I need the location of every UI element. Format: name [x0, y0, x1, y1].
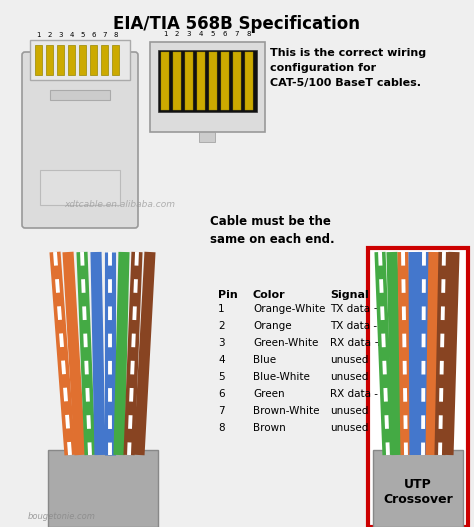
Bar [101, 45, 108, 75]
Text: Blue: Blue [253, 355, 276, 365]
Text: 1: 1 [36, 32, 41, 38]
Bar [197, 52, 205, 110]
Text: Green: Green [253, 389, 284, 399]
Text: 6: 6 [91, 32, 96, 38]
Bar [48, 450, 158, 527]
Text: 4: 4 [199, 31, 203, 37]
Bar [209, 52, 217, 110]
Text: Color: Color [253, 290, 286, 300]
Text: Pin: Pin [218, 290, 238, 300]
Text: RX data +: RX data + [330, 338, 383, 348]
Bar [40, 170, 120, 205]
Bar [35, 45, 42, 75]
Text: 2: 2 [47, 32, 52, 38]
Bar [46, 45, 53, 75]
Text: 7: 7 [218, 406, 225, 416]
Text: unused: unused [330, 372, 368, 382]
Text: This is the correct wiring
configuration for
CAT-5/100 BaseT cables.: This is the correct wiring configuration… [270, 48, 426, 87]
Bar [30, 40, 130, 80]
Bar [68, 45, 75, 75]
Text: 5: 5 [80, 32, 85, 38]
Bar [79, 45, 86, 75]
Text: 2: 2 [218, 321, 225, 331]
Text: 4: 4 [218, 355, 225, 365]
Bar [158, 50, 257, 112]
Text: 7: 7 [235, 31, 239, 37]
Bar [50, 90, 110, 100]
Text: 8: 8 [218, 423, 225, 433]
Text: 2: 2 [175, 31, 179, 37]
FancyBboxPatch shape [22, 52, 138, 228]
Text: 8: 8 [247, 31, 251, 37]
Bar [161, 52, 169, 110]
Text: unused: unused [330, 355, 368, 365]
Text: Brown: Brown [253, 423, 286, 433]
Text: Blue-White: Blue-White [253, 372, 310, 382]
Text: Cable must be the
same on each end.: Cable must be the same on each end. [210, 215, 335, 246]
Text: Orange: Orange [253, 321, 292, 331]
Bar [112, 45, 119, 75]
Text: 6: 6 [218, 389, 225, 399]
Text: UTP
Crossover: UTP Crossover [383, 478, 453, 506]
Bar [245, 52, 253, 110]
Text: unused: unused [330, 423, 368, 433]
Text: 3: 3 [58, 32, 63, 38]
Text: xdtcable.en.alibaba.com: xdtcable.en.alibaba.com [64, 200, 175, 209]
Text: 5: 5 [211, 31, 215, 37]
Bar [373, 450, 463, 527]
Bar [185, 52, 193, 110]
Bar [173, 52, 181, 110]
Bar [221, 52, 229, 110]
Text: 4: 4 [69, 32, 73, 38]
Text: TX data -: TX data - [330, 321, 377, 331]
Bar [57, 45, 64, 75]
Bar [368, 248, 468, 527]
Text: 1: 1 [163, 31, 167, 37]
Text: Green-White: Green-White [253, 338, 319, 348]
Bar [150, 42, 265, 132]
Text: RX data -: RX data - [330, 389, 378, 399]
Text: 5: 5 [218, 372, 225, 382]
Text: unused: unused [330, 406, 368, 416]
Text: 3: 3 [187, 31, 191, 37]
Text: 1: 1 [218, 304, 225, 314]
Text: 7: 7 [102, 32, 107, 38]
Bar [233, 52, 241, 110]
Text: EIA/TIA 568B Specification: EIA/TIA 568B Specification [113, 15, 361, 33]
Text: 8: 8 [113, 32, 118, 38]
Bar [199, 132, 215, 142]
Bar [90, 45, 97, 75]
Text: 6: 6 [223, 31, 227, 37]
Text: bougetonie.com: bougetonie.com [28, 512, 96, 521]
Text: 3: 3 [218, 338, 225, 348]
Text: TX data +: TX data + [330, 304, 382, 314]
Text: Brown-White: Brown-White [253, 406, 319, 416]
Text: Orange-White: Orange-White [253, 304, 325, 314]
Text: Signal: Signal [330, 290, 369, 300]
